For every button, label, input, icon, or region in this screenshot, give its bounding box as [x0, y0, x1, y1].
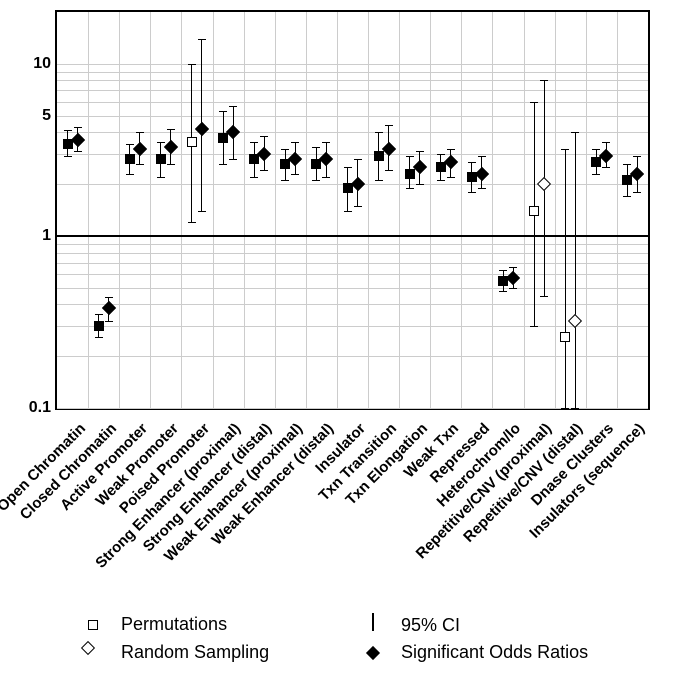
- legend: Permutations 95% CI Random Sampling Sign…: [80, 610, 640, 666]
- perm-point: [156, 154, 166, 164]
- perm-point: [280, 159, 290, 169]
- rs-point: [599, 149, 613, 163]
- perm-point: [405, 169, 415, 179]
- legend-label: Random Sampling: [121, 642, 269, 662]
- diamond-icon: [80, 643, 106, 663]
- legend-label: 95% CI: [401, 615, 460, 635]
- rs-point: [444, 155, 458, 169]
- rs-point: [195, 122, 209, 136]
- y-tick-label: 5: [42, 107, 51, 125]
- rs-point: [226, 125, 240, 139]
- legend-item-ci: 95% CI: [360, 612, 620, 636]
- legend-label: Permutations: [121, 614, 227, 634]
- y-tick-label: 0.1: [29, 399, 51, 417]
- rs-point: [413, 160, 427, 174]
- rs-point: [630, 167, 644, 181]
- rs-point: [70, 133, 84, 147]
- perm-point: [374, 151, 384, 161]
- legend-row: Random Sampling Significant Odds Ratios: [80, 638, 640, 666]
- perm-point: [311, 159, 321, 169]
- bar-icon: [360, 612, 386, 632]
- legend-item-significant: Significant Odds Ratios: [360, 642, 620, 663]
- plot-area: [55, 10, 650, 410]
- perm-point: [560, 332, 570, 342]
- legend-item-permutations: Permutations: [80, 614, 360, 635]
- rs-point: [475, 167, 489, 181]
- chart-container: 0.11510 Open ChromatinClosed ChromatinAc…: [0, 0, 685, 675]
- rs-point: [102, 301, 116, 315]
- perm-point: [218, 133, 228, 143]
- square-icon: [80, 615, 106, 635]
- perm-point: [436, 162, 446, 172]
- dot-icon: [360, 643, 386, 663]
- rs-point: [537, 177, 551, 191]
- perm-point: [125, 154, 135, 164]
- rs-point: [350, 177, 364, 191]
- perm-point: [187, 137, 197, 147]
- perm-point: [622, 175, 632, 185]
- rs-point: [164, 140, 178, 154]
- y-tick-label: 1: [42, 227, 51, 245]
- legend-item-random-sampling: Random Sampling: [80, 642, 360, 663]
- rs-point: [257, 147, 271, 161]
- legend-row: Permutations 95% CI: [80, 610, 640, 638]
- rs-point: [506, 271, 520, 285]
- legend-label: Significant Odds Ratios: [401, 642, 588, 662]
- perm-point: [94, 321, 104, 331]
- perm-point: [591, 157, 601, 167]
- perm-point: [529, 206, 539, 216]
- y-tick-label: 10: [33, 55, 51, 73]
